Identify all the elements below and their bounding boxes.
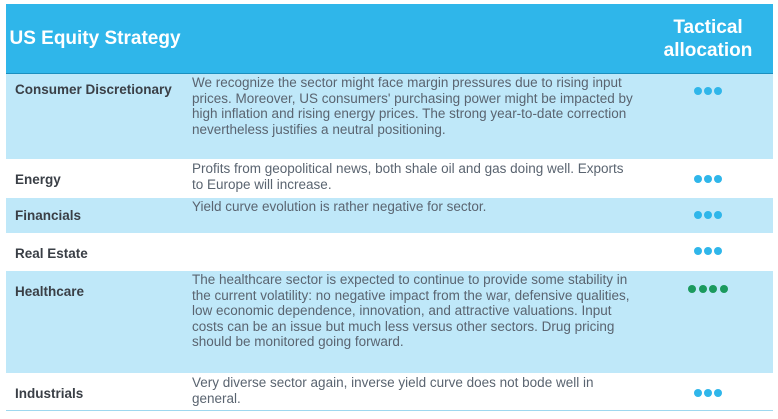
sector-label: Energy <box>15 172 61 187</box>
allocation-dots <box>643 198 773 233</box>
allocation-dots <box>643 160 773 197</box>
allocation-dot <box>704 175 712 183</box>
allocation-dots <box>643 271 773 373</box>
allocation-dot <box>693 87 702 95</box>
allocation-dot <box>704 87 712 95</box>
allocation-dots <box>643 234 773 270</box>
allocation-dot <box>709 285 718 293</box>
allocation-dot <box>693 211 702 219</box>
sector-comment: Yield curve evolution is rather negative… <box>192 199 487 214</box>
header-strategy-title: US Equity Strategy <box>9 28 181 49</box>
allocation-dot <box>714 389 723 397</box>
sector-label: Healthcare <box>15 284 85 299</box>
sector-label: Financials <box>15 208 82 223</box>
allocation-dot <box>714 175 723 183</box>
table-row: Energy Profits from geopolitical news, b… <box>6 160 773 198</box>
header-spacer <box>184 4 643 73</box>
sector-comment: Very diverse sector again, inverse yield… <box>192 375 594 406</box>
allocation-dot <box>693 389 702 397</box>
table-row: Consumer Discretionary We recognize the … <box>6 74 773 160</box>
equity-strategy-table: US Equity Strategy Tactical allocation C… <box>6 4 773 411</box>
table-row: Financials Yield curve evolution is rath… <box>6 198 773 234</box>
allocation-dot <box>693 175 702 183</box>
allocation-dot <box>698 285 707 293</box>
sector-comment: Profits from geopolitical news, both sha… <box>192 161 624 192</box>
sector-comment <box>184 234 643 270</box>
allocation-dot <box>714 211 723 219</box>
sector-label: Consumer Discretionary <box>15 82 172 97</box>
table-row: Real Estate <box>6 234 773 271</box>
sector-label: Industrials <box>15 386 84 401</box>
allocation-dot <box>688 285 697 293</box>
allocation-dot <box>719 285 728 293</box>
allocation-dots <box>643 74 773 159</box>
allocation-dots <box>643 374 773 410</box>
allocation-dot <box>704 247 712 255</box>
sector-comment: We recognize the sector might face margi… <box>192 75 633 137</box>
table-header: US Equity Strategy Tactical allocation <box>6 4 773 74</box>
allocation-dot <box>693 247 702 255</box>
table-row: Industrials Very diverse sector again, i… <box>6 374 773 411</box>
allocation-dot <box>714 87 723 95</box>
header-allocation-title: Tactical allocation <box>663 16 753 61</box>
sector-label: Real Estate <box>15 246 88 261</box>
sector-comment: The healthcare sector is expected to con… <box>192 272 630 349</box>
table-row: Healthcare The healthcare sector is expe… <box>6 271 773 374</box>
allocation-dot <box>704 211 712 219</box>
allocation-dot <box>704 389 712 397</box>
table-bottom-border <box>6 410 773 411</box>
allocation-dot <box>714 247 723 255</box>
